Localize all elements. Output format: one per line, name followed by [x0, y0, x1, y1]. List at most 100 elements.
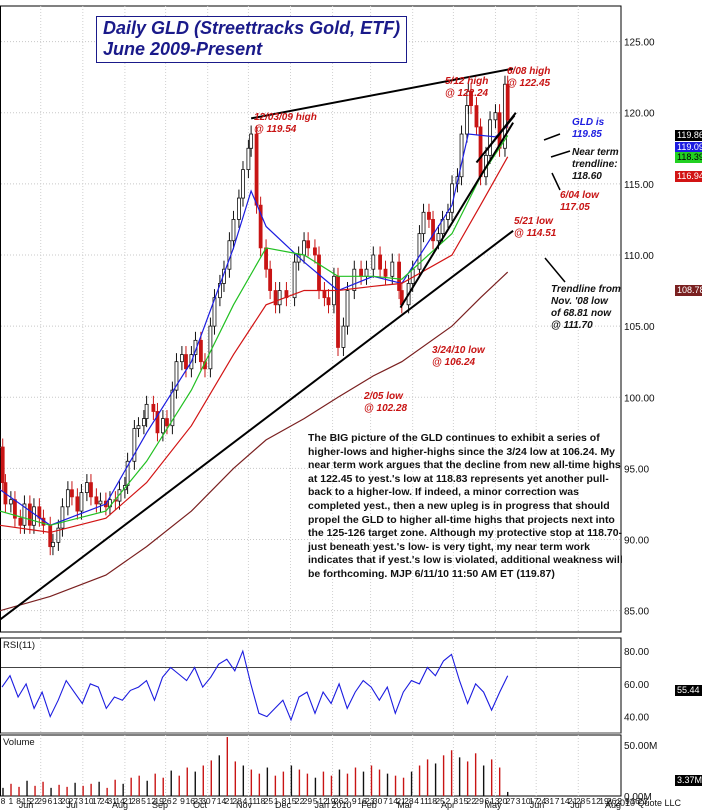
- month-label: Jan 2010: [314, 800, 351, 810]
- x-tick-label: 5: [141, 796, 146, 806]
- price-bar-body: [277, 290, 282, 306]
- x-tick-label: 7: [383, 796, 388, 806]
- price-bar-body: [174, 361, 179, 391]
- annotation-trendline-nov08: Trendline from Nov. '08 low of 68.81 now @ …: [551, 284, 621, 331]
- price-bar-body: [184, 354, 188, 370]
- price-bar-body: [237, 197, 241, 220]
- price-tag-ma-green: 118.39: [675, 152, 702, 163]
- price-bar-body: [258, 204, 263, 249]
- x-tick-label: 25: [435, 796, 445, 806]
- price-bar-body: [436, 233, 441, 242]
- x-tick-label: 29: [303, 796, 313, 806]
- x-tick-label: 13: [490, 796, 500, 806]
- month-label: Aug: [605, 800, 621, 810]
- annotation-pointer: [543, 133, 561, 141]
- price-bar-body: [306, 240, 311, 249]
- x-tick-label: 23: [638, 796, 648, 806]
- volume-tick-label: 0.00M: [624, 792, 652, 803]
- price-bar-body: [241, 169, 245, 199]
- x-tick-label: 30: [373, 796, 383, 806]
- chart-subtitle: June 2009-Present: [103, 39, 263, 59]
- x-tick-label: 8: [282, 796, 287, 806]
- price-bar-body: [246, 147, 251, 171]
- price-bar-body: [132, 428, 137, 462]
- price-tag-ma-red: 116.94: [675, 171, 702, 182]
- x-tick-label: 3: [516, 796, 521, 806]
- x-tick-label: 14: [389, 796, 399, 806]
- month-label: Sep: [152, 800, 168, 810]
- price-bar-body: [383, 268, 388, 277]
- price-bar-body: [431, 219, 435, 242]
- x-tick-label: 4: [243, 796, 248, 806]
- copyright-label: A 2010 Quote LLC: [607, 798, 682, 808]
- price-bar-body: [378, 254, 382, 270]
- x-tick-label: 7: [211, 796, 216, 806]
- price-tick-label: 110.00: [624, 251, 654, 262]
- price-bar-body: [427, 211, 431, 220]
- x-tick-label: 12: [591, 796, 601, 806]
- month-label: Jul: [570, 800, 582, 810]
- annotation-high-0512: 5/12 high @ 122.24: [445, 76, 489, 99]
- x-tick-label: 15: [459, 796, 469, 806]
- x-tick-label: 12: [318, 796, 328, 806]
- price-bar-body: [89, 482, 93, 498]
- x-tick-label: 6: [47, 796, 52, 806]
- annotation-pointer: [544, 257, 566, 283]
- price-tick-label: 95.00: [624, 464, 649, 475]
- price-bar-body: [231, 219, 236, 242]
- x-tick-label: 22: [29, 796, 39, 806]
- price-bar-body: [165, 418, 169, 427]
- chart-title: Daily GLD (Streettracks Gold, ETF): [103, 18, 401, 38]
- price-bar-body: [421, 211, 426, 235]
- price-bar-body: [151, 403, 156, 412]
- x-tick-label: 14: [115, 796, 125, 806]
- annotation-low-0324: 3/24/10 low @ 106.24: [432, 345, 485, 368]
- x-tick-label: 27: [69, 796, 79, 806]
- month-label: Oct: [193, 800, 208, 810]
- x-tick-label: 21: [568, 796, 578, 806]
- price-bar-body: [371, 254, 376, 270]
- month-label: Nov: [236, 800, 253, 810]
- price-tag-ma-long: 108.78: [675, 285, 702, 296]
- x-tick-label: 5: [586, 796, 591, 806]
- x-tick-label: 2: [446, 796, 451, 806]
- x-tick-label: 2: [172, 796, 177, 806]
- price-bar-body: [326, 297, 331, 306]
- price-bar-body: [390, 261, 395, 277]
- price-bar-body: [254, 133, 259, 206]
- price-bar-body: [317, 254, 321, 291]
- x-tick-label: 2: [344, 796, 349, 806]
- rsi-tick-label: 80.00: [624, 647, 649, 658]
- month-label: May: [484, 800, 502, 810]
- volume-tick-label: 50.00M: [624, 741, 657, 752]
- x-tick-label: 28: [404, 796, 414, 806]
- x-tick-label: 26: [334, 796, 344, 806]
- x-tick-label: 27: [506, 796, 516, 806]
- price-bar-body: [268, 268, 273, 291]
- price-bar-body: [0, 446, 5, 484]
- x-tick-label: 17: [92, 796, 102, 806]
- price-tag-last: 119.86: [675, 130, 702, 141]
- price-tag-ma-blue: 119.09: [675, 142, 702, 153]
- x-tick-label: 13: [53, 796, 63, 806]
- x-tick-label: 9: [180, 796, 185, 806]
- annotation-near-term-trendline: Near term trendline: 118.60: [572, 147, 619, 182]
- x-tick-label: 19: [154, 796, 164, 806]
- x-tick-label: 15: [287, 796, 297, 806]
- x-tick-label: 20: [61, 796, 71, 806]
- price-bar-body: [98, 500, 103, 505]
- x-tick-label: 28: [576, 796, 586, 806]
- month-label: Mar: [397, 800, 413, 810]
- x-tick-label: 28: [131, 796, 141, 806]
- x-tick-label: 10: [84, 796, 94, 806]
- price-bar-body: [474, 105, 479, 128]
- price-bar-body: [336, 275, 340, 348]
- price-tick-label: 120.00: [624, 109, 655, 120]
- x-tick-label: 5: [313, 796, 318, 806]
- x-tick-label: 28: [232, 796, 242, 806]
- price-tick-label: 115.00: [624, 180, 654, 191]
- rsi-tick-label: 40.00: [624, 713, 649, 724]
- x-tick-label: 23: [365, 796, 375, 806]
- x-tick-label: 4: [414, 796, 419, 806]
